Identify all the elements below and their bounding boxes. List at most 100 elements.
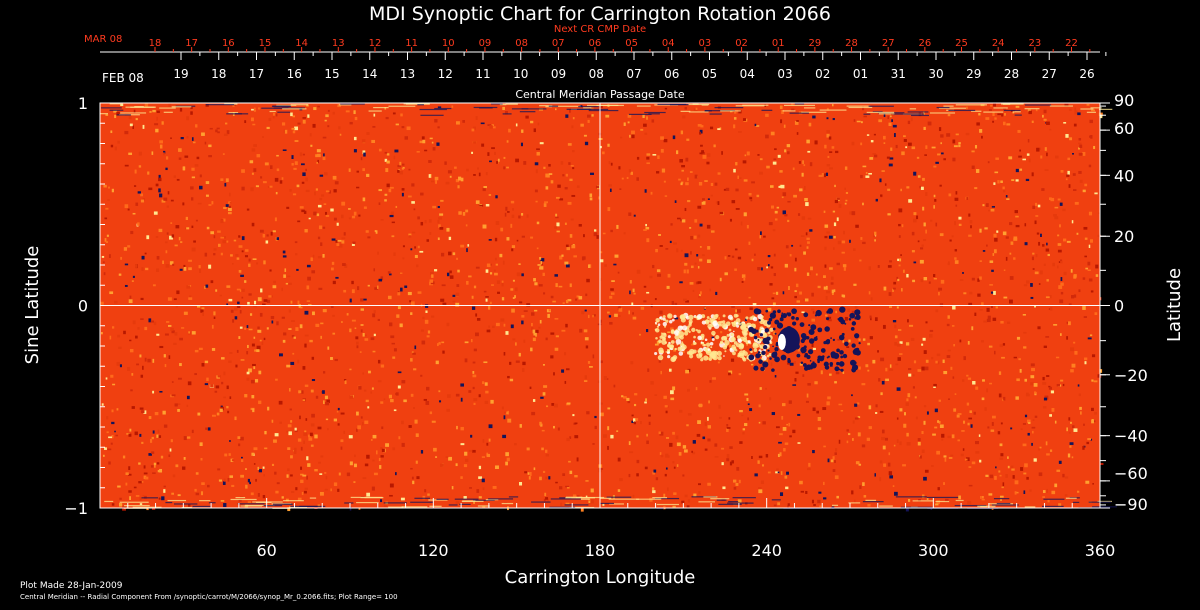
noise-pixel <box>683 449 688 453</box>
noise-pixel <box>191 167 195 171</box>
noise-pixel <box>892 320 897 323</box>
noise-pixel <box>495 195 498 199</box>
noise-pixel <box>780 184 785 189</box>
positive-flux-spot <box>657 323 661 326</box>
noise-pixel <box>246 351 249 355</box>
polar-streak <box>580 498 590 500</box>
polar-streak <box>848 502 861 504</box>
noise-pixel <box>831 293 834 295</box>
noise-pixel <box>351 243 355 246</box>
noise-pixel <box>514 443 517 446</box>
noise-pixel <box>518 263 521 266</box>
noise-pixel <box>984 227 988 230</box>
noise-pixel <box>1044 147 1047 151</box>
noise-pixel <box>191 429 194 434</box>
noise-pixel <box>536 152 540 156</box>
noise-pixel <box>340 446 343 450</box>
noise-pixel <box>770 131 775 136</box>
noise-pixel <box>733 479 737 483</box>
noise-pixel <box>531 312 535 316</box>
noise-pixel <box>822 407 827 411</box>
noise-pixel <box>564 380 567 384</box>
red-day-label: 12 <box>369 38 382 49</box>
noise-pixel <box>1044 169 1049 171</box>
noise-pixel <box>220 500 225 502</box>
noise-pixel <box>685 157 689 162</box>
noise-pixel <box>300 446 303 451</box>
noise-pixel <box>457 185 460 189</box>
noise-pixel <box>320 455 324 458</box>
noise-pixel <box>207 484 210 488</box>
noise-pixel <box>766 266 769 269</box>
positive-flux-spot <box>670 329 675 334</box>
noise-pixel <box>465 224 468 227</box>
noise-pixel <box>893 133 896 138</box>
noise-pixel <box>643 123 647 127</box>
noise-pixel <box>681 500 685 504</box>
noise-pixel <box>486 453 491 458</box>
noise-pixel <box>747 403 750 406</box>
noise-pixel <box>540 261 543 265</box>
positive-flux-spot <box>743 335 747 340</box>
noise-pixel <box>933 383 937 387</box>
noise-pixel <box>309 432 313 437</box>
noise-pixel <box>491 124 494 127</box>
noise-pixel <box>660 454 664 458</box>
noise-pixel <box>272 285 277 289</box>
noise-pixel <box>986 307 990 312</box>
noise-pixel <box>721 462 724 466</box>
noise-pixel <box>1023 284 1028 287</box>
noise-pixel <box>232 319 235 323</box>
positive-flux-spot <box>701 320 706 325</box>
noise-pixel <box>538 284 543 287</box>
noise-pixel <box>869 336 873 340</box>
noise-pixel <box>515 123 518 127</box>
noise-pixel <box>775 471 779 474</box>
noise-pixel <box>887 213 891 216</box>
noise-pixel <box>336 410 339 413</box>
noise-pixel <box>233 239 237 242</box>
noise-pixel <box>450 486 453 490</box>
noise-pixel <box>201 482 205 485</box>
white-day-label: 18 <box>211 67 226 81</box>
noise-pixel <box>694 262 697 265</box>
noise-pixel <box>195 124 198 128</box>
noise-pixel <box>740 221 743 226</box>
noise-pixel <box>271 463 275 467</box>
negative-flux-spot <box>753 335 758 340</box>
noise-pixel <box>442 302 447 305</box>
noise-pixel <box>229 205 231 208</box>
noise-pixel <box>1064 494 1068 497</box>
noise-pixel <box>940 142 942 145</box>
noise-pixel <box>569 109 571 113</box>
noise-pixel <box>1057 198 1061 201</box>
negative-flux-spot <box>802 363 807 367</box>
polar-streak <box>1014 114 1022 116</box>
noise-pixel <box>882 135 886 140</box>
noise-pixel <box>797 413 801 416</box>
noise-pixel <box>717 128 721 131</box>
polar-streak <box>502 113 512 115</box>
noise-pixel <box>473 174 476 176</box>
noise-pixel <box>842 294 846 298</box>
noise-pixel <box>341 321 343 323</box>
noise-pixel <box>981 340 984 343</box>
negative-flux-spot <box>765 309 769 313</box>
noise-pixel <box>1094 192 1098 195</box>
polar-streak <box>628 113 652 115</box>
noise-pixel <box>286 206 290 209</box>
noise-pixel <box>853 119 856 122</box>
noise-pixel <box>366 454 370 459</box>
noise-pixel <box>372 313 376 318</box>
noise-pixel <box>729 446 733 449</box>
noise-pixel <box>874 473 876 477</box>
noise-pixel <box>102 261 105 264</box>
noise-pixel <box>284 268 287 272</box>
noise-pixel <box>524 471 528 474</box>
noise-pixel <box>145 267 149 271</box>
noise-pixel <box>588 498 591 502</box>
polar-streak <box>1024 108 1040 110</box>
noise-pixel <box>629 280 632 284</box>
noise-pixel <box>244 120 247 124</box>
noise-pixel <box>336 243 340 247</box>
